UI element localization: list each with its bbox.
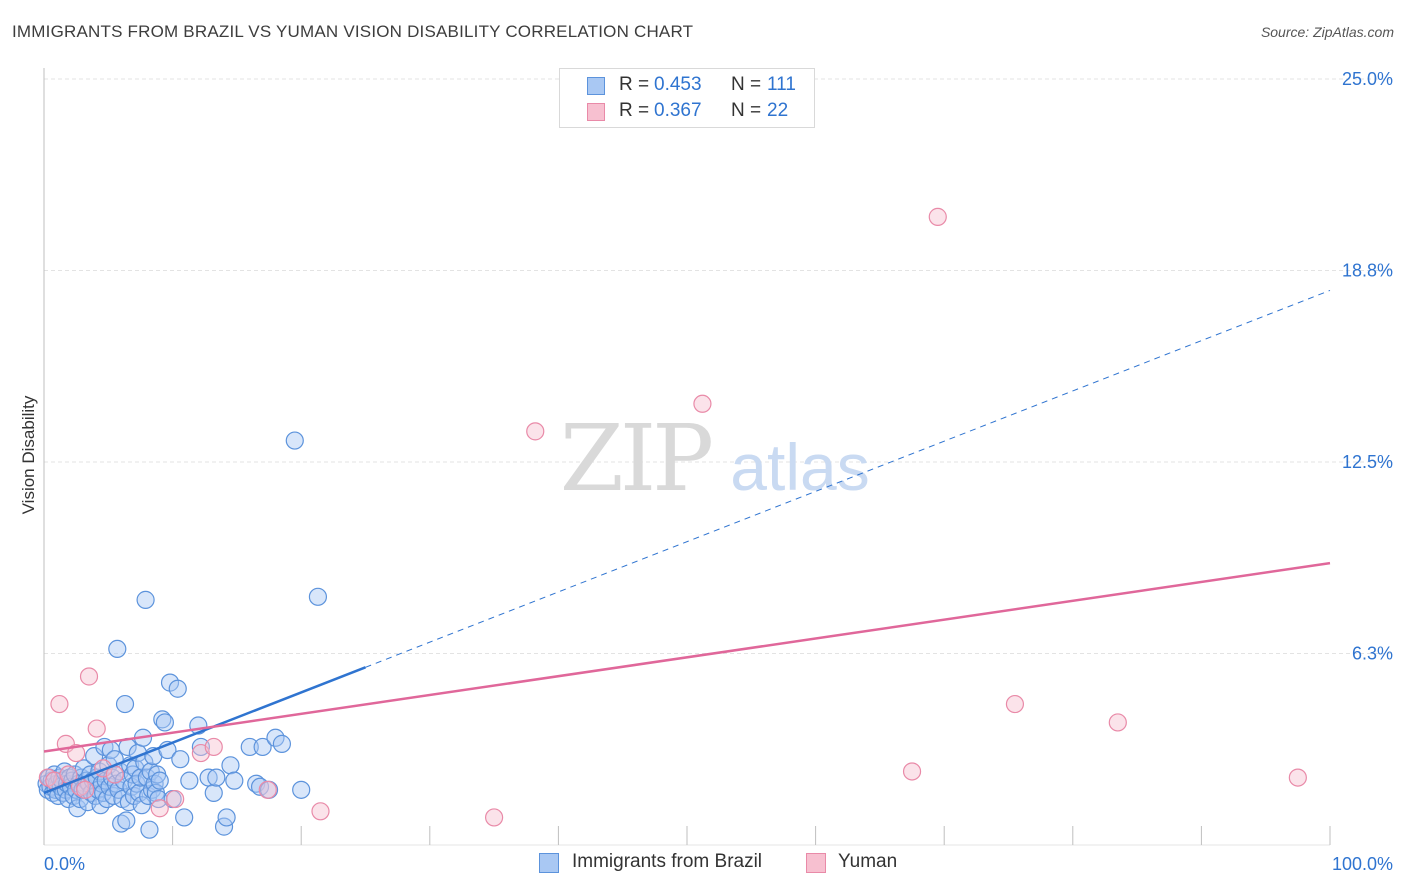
x-tick-label: 100.0% (1332, 854, 1393, 874)
n-label: N = (731, 74, 762, 95)
legend-label-yuman: Yuman (838, 851, 898, 872)
y-tick-label: 18.8% (1342, 261, 1393, 281)
point-yuman (76, 780, 95, 799)
point-brazil (253, 737, 272, 757)
point-brazil (180, 771, 199, 790)
point-brazil (150, 771, 169, 790)
point-yuman (258, 780, 277, 799)
point-brazil (292, 780, 311, 799)
r-label: R = (619, 100, 650, 121)
point-brazil (117, 811, 136, 830)
point-yuman (166, 789, 185, 809)
legend-row-yuman: R = 0.367 N = 22 (560, 100, 814, 126)
legend-label-brazil: Immigrants from Brazil (572, 851, 763, 872)
y-tick-label: 12.5% (1342, 452, 1393, 472)
point-yuman (50, 694, 69, 714)
y-tick-label: 6.3% (1352, 644, 1393, 664)
chart-title: IMMIGRANTS FROM BRAZIL VS YUMAN VISION D… (12, 22, 694, 41)
point-yuman (526, 422, 545, 441)
point-yuman (485, 808, 504, 827)
point-brazil (168, 679, 187, 698)
r-value: 0.453 (654, 74, 702, 95)
legend-swatch-pink (587, 103, 605, 121)
point-brazil (191, 737, 210, 757)
point-yuman (902, 762, 922, 781)
point-brazil (153, 710, 172, 729)
point-yuman (1288, 768, 1307, 787)
point-brazil (112, 814, 131, 833)
point-brazil (225, 771, 244, 790)
point-yuman (67, 743, 86, 763)
x-tick-label: 0.0% (44, 854, 85, 874)
legend-swatch-pink (806, 853, 826, 873)
point-brazil (175, 808, 194, 827)
trend-line-yuman (43, 561, 1331, 753)
n-value: 111 (767, 74, 796, 95)
point-brazil (285, 431, 304, 450)
watermark-atlas: atlas (730, 430, 869, 504)
point-brazil (240, 737, 259, 757)
y-axis-label: Vision Disability (19, 395, 38, 514)
point-yuman (79, 667, 99, 686)
watermark-zip: ZIP (560, 405, 711, 512)
tick-labels: 6.3% 12.5% 18.8% 25.0% 0.0% 100.0% (44, 69, 1393, 874)
point-yuman (311, 802, 330, 821)
point-yuman (928, 207, 947, 226)
point-brazil (155, 713, 174, 732)
point-brazil (108, 639, 127, 659)
axes (43, 68, 1331, 846)
point-brazil (140, 820, 159, 839)
y-tick-label: 25.0% (1342, 69, 1393, 89)
n-label: N = (731, 100, 762, 121)
point-brazil (115, 694, 135, 714)
trend-lines (43, 289, 1331, 795)
point-yuman (204, 737, 223, 757)
data-points (37, 207, 1307, 839)
point-brazil (221, 756, 240, 775)
point-yuman (87, 719, 106, 738)
correlation-legend: R = 0.453 N = 111 R = 0.367 N = 22 (559, 68, 815, 128)
watermark: ZIP atlas (560, 405, 870, 512)
point-brazil (308, 587, 328, 606)
point-yuman (1005, 694, 1025, 714)
legend-swatch-blue (587, 77, 605, 95)
n-value: 22 (767, 100, 789, 121)
point-brazil (132, 796, 151, 815)
trend-line-brazil (43, 666, 366, 795)
legend-swatch-blue (539, 853, 559, 873)
point-brazil (171, 750, 190, 769)
r-value: 0.367 (654, 100, 702, 121)
source-label: Source: ZipAtlas.com (1260, 24, 1394, 40)
point-yuman (150, 799, 169, 818)
trend-line-brazil-extrapolated (365, 289, 1331, 668)
point-brazil (204, 783, 223, 803)
point-yuman (1108, 713, 1127, 732)
point-brazil (217, 808, 236, 827)
r-label: R = (619, 74, 650, 95)
point-brazil (272, 734, 292, 753)
point-brazil (136, 590, 155, 609)
gridlines (44, 78, 1392, 654)
legend-row-brazil: R = 0.453 N = 111 (560, 74, 814, 100)
point-brazil (207, 768, 226, 787)
point-yuman (693, 394, 712, 413)
